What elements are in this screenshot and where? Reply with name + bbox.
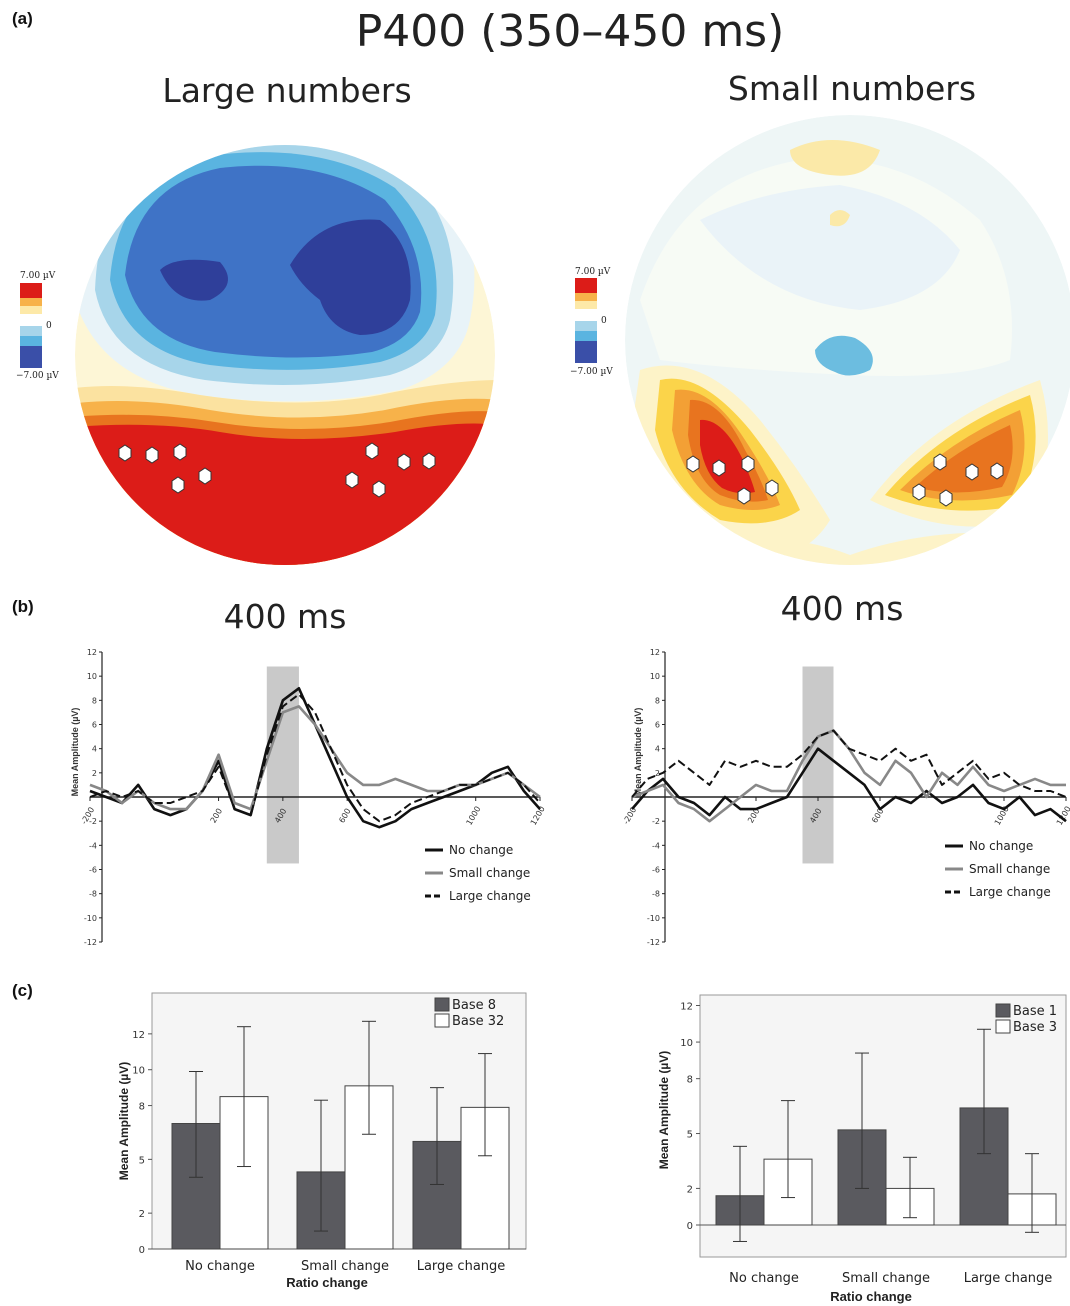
legend-label: Base 8 xyxy=(452,998,496,1013)
legend-label: Large change xyxy=(969,885,1051,899)
category-label: No change xyxy=(185,1259,255,1274)
colorbar-left-min: −7.00 µV xyxy=(16,371,59,381)
y-tick-label: 2 xyxy=(139,1209,145,1220)
y-tick-label: -6 xyxy=(89,866,97,875)
legend-swatch xyxy=(995,1003,1011,1018)
y-tick-label: -12 xyxy=(84,938,97,947)
x-tick-label: 1000 xyxy=(465,805,483,827)
legend-swatch xyxy=(434,997,450,1012)
y-tick-label: 2 xyxy=(655,769,660,778)
erp-title: 400 ms xyxy=(224,597,347,636)
legend-label: Base 3 xyxy=(1013,1020,1057,1035)
y-tick-label: 8 xyxy=(92,696,97,705)
colorbar-left: 7.00 µV 0 −7.00 µV xyxy=(16,271,59,381)
y-tick-label: 12 xyxy=(680,1001,693,1012)
y-tick-label: 2 xyxy=(92,769,97,778)
y-tick-label: -8 xyxy=(89,890,97,899)
y-tick-label: 0 xyxy=(687,1221,693,1232)
y-tick-label: -10 xyxy=(84,914,97,923)
topomap-left-title: Large numbers xyxy=(162,71,411,110)
bar-base-32 xyxy=(344,1085,394,1250)
colorbar-left-max: 7.00 µV xyxy=(20,271,56,281)
y-tick-label: -4 xyxy=(89,841,97,850)
y-tick-label: 8 xyxy=(139,1102,145,1113)
y-tick-label: 12 xyxy=(87,648,97,657)
panel-label-c: (c) xyxy=(12,981,33,1000)
x-tick-label: 200 xyxy=(209,807,224,825)
y-tick-label: 10 xyxy=(132,1066,145,1077)
y-axis-label: Mean Amplitude (µV) xyxy=(633,708,643,797)
category-label: Large change xyxy=(964,1271,1053,1286)
category-label: Small change xyxy=(301,1259,389,1274)
x-axis-label: Ratio change xyxy=(830,1289,912,1304)
legend-label: Base 32 xyxy=(452,1014,504,1029)
erp-title: 400 ms xyxy=(781,589,904,628)
y-tick-label: 5 xyxy=(687,1130,693,1141)
y-tick-label: 2 xyxy=(687,1184,693,1195)
legend-label: Base 1 xyxy=(1013,1004,1057,1019)
colorbar-right-max: 7.00 µV xyxy=(575,267,611,277)
y-tick-label: -6 xyxy=(652,866,660,875)
bar-chart-small-numbers: 0 2 5 8 10 12 Mean Amplitude (µV) No change Smal… xyxy=(657,994,1067,1304)
y-tick-label: 6 xyxy=(655,721,660,730)
series-line-large-change xyxy=(631,729,1067,798)
legend-label: Small change xyxy=(449,866,530,880)
y-tick-label: 5 xyxy=(139,1155,145,1166)
series-line-no-change xyxy=(631,747,1067,823)
category-label: Small change xyxy=(842,1271,930,1286)
legend-label: No change xyxy=(449,843,513,857)
legend-label: No change xyxy=(969,839,1033,853)
legend-swatch xyxy=(995,1019,1011,1034)
series-line-no-change xyxy=(89,687,541,829)
panel-label-a: (a) xyxy=(12,9,33,28)
y-axis-label: Mean Amplitude (µV) xyxy=(657,1051,671,1169)
highlight-window xyxy=(266,666,299,864)
colorbar-right-mid: 0 xyxy=(601,316,607,326)
panel-label-b: (b) xyxy=(12,597,34,616)
category-label: No change xyxy=(729,1271,799,1286)
y-tick-label: 8 xyxy=(687,1075,693,1086)
y-tick-label: -12 xyxy=(647,938,660,947)
erp-chart-large-numbers: 400 ms -12 -10 -8 -6 -4 -2 2 4 6 8 10 12 Mean Amplitu… xyxy=(70,597,547,947)
electrode-markers-small xyxy=(686,453,1004,507)
y-axis-label: Mean Amplitude (µV) xyxy=(117,1062,131,1180)
x-tick-label: 600 xyxy=(337,807,352,825)
y-tick-label: 0 xyxy=(139,1245,145,1256)
colorbar-left-mid: 0 xyxy=(46,321,52,331)
bar-chart-large-numbers: 0 2 5 8 10 12 Mean Amplitude (µV) No change Smal… xyxy=(117,992,527,1290)
electrode-markers-large xyxy=(118,442,436,498)
legend-swatch xyxy=(434,1013,450,1028)
y-tick-label: -8 xyxy=(652,890,660,899)
y-tick-label: -2 xyxy=(652,817,660,826)
y-tick-label: -10 xyxy=(647,914,660,923)
y-tick-label: -4 xyxy=(652,841,660,850)
y-tick-label: 8 xyxy=(655,696,660,705)
y-tick-label: 10 xyxy=(650,672,660,681)
y-tick-label: 12 xyxy=(132,1030,145,1041)
category-label: Large change xyxy=(417,1259,506,1274)
topomap-right-title: Small numbers xyxy=(728,69,976,108)
legend-label: Large change xyxy=(449,889,531,903)
topomap-small-numbers xyxy=(625,115,1070,565)
erp-chart-small-numbers: 400 ms -12 -10 -8 -6 -4 -2 2 4 6 8 10 12 Mean Amplitu… xyxy=(621,589,1070,947)
topomap-large-numbers xyxy=(75,145,495,565)
x-tick-label: 600 xyxy=(870,807,885,825)
y-tick-label: 6 xyxy=(92,721,97,730)
y-tick-label: -2 xyxy=(89,817,97,826)
legend-label: Small change xyxy=(969,862,1050,876)
topomap-title: P400 (350–450 ms) xyxy=(356,6,785,57)
y-tick-label: 10 xyxy=(680,1038,693,1049)
x-axis-label: Ratio change xyxy=(286,1275,368,1290)
y-axis-label: Mean Amplitude (µV) xyxy=(70,708,80,797)
colorbar-right: 7.00 µV 0 −7.00 µV xyxy=(570,267,613,377)
colorbar-right-min: −7.00 µV xyxy=(570,367,613,377)
y-tick-label: 12 xyxy=(650,648,660,657)
x-tick-label: -200 xyxy=(621,806,638,826)
y-tick-label: 4 xyxy=(92,745,97,754)
y-tick-label: 10 xyxy=(87,672,97,681)
y-tick-label: 4 xyxy=(655,745,660,754)
series-line-large-change xyxy=(89,693,541,823)
